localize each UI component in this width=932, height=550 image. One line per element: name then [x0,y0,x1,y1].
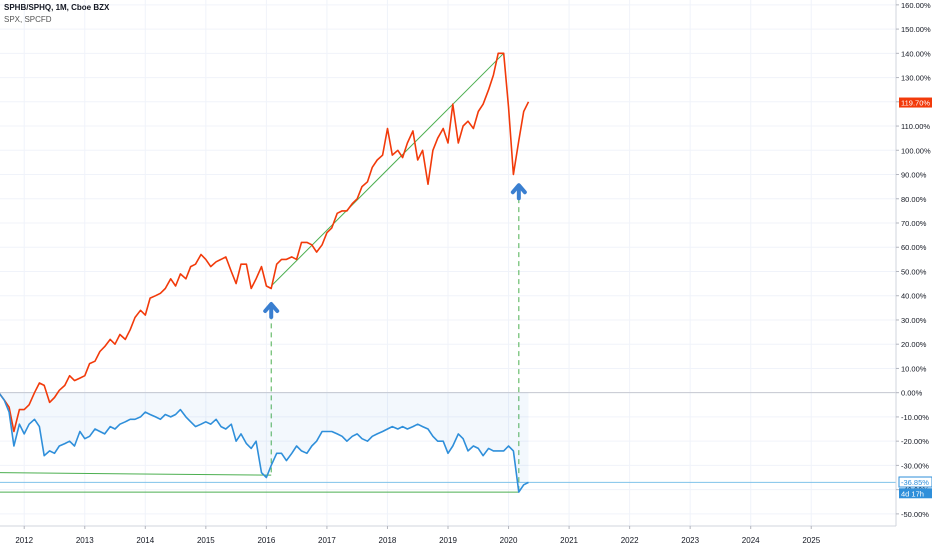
arrow-head [263,301,280,313]
y-tick-label: -20.00% [901,437,929,446]
y-tick-label: 20.00% [901,340,927,349]
chart-title: SPHB/SPHQ, 1M, Cboe BZX [4,3,110,12]
y-tick-label: -50.00% [901,510,929,519]
x-tick-label: 2018 [379,536,397,545]
value-label: 4d 17h [901,489,924,498]
series-line-1 [0,52,530,433]
chart-subtitle: SPX, SPCFD [4,15,52,24]
x-tick-label: 2013 [76,536,94,545]
y-tick-label: 10.00% [901,364,927,373]
annotations [0,52,527,493]
x-tick-label: 2025 [802,536,820,545]
trend-line-2 [0,472,272,476]
y-tick-label: 150.00% [901,25,931,34]
value-label: 119.70% [901,99,930,108]
y-tick-label: 160.00% [901,1,931,10]
arrow-head [510,183,527,195]
x-tick-label: 2023 [681,536,699,545]
y-tick-label: 60.00% [901,243,927,252]
x-tick-label: 2015 [197,536,215,545]
y-tick-label: 80.00% [901,195,927,204]
area-fill [0,392,529,493]
y-tick-label: 140.00% [901,49,931,58]
value-label-bg [899,97,932,108]
y-tick-label: 50.00% [901,267,927,276]
y-tick-label: 110.00% [901,122,930,131]
y-tick-label: 100.00% [901,146,931,155]
x-tick-label: 2017 [318,536,336,545]
y-tick-label: 130.00% [901,74,931,83]
x-tick-label: 2024 [742,536,760,545]
trend-line-1 [270,52,505,287]
x-tick-label: 2020 [500,536,518,545]
x-tick-label: 2016 [257,536,275,545]
y-tick-label: -30.00% [901,461,929,470]
reference-lines [0,392,896,483]
x-tick-label: 2014 [136,536,154,545]
value-label-bg [898,476,932,488]
value-label-bg [899,488,932,499]
value-label: -36.85% [901,478,929,487]
y-tick-label: 0.00% [901,389,923,398]
x-tick-label: 2022 [621,536,639,545]
series-layer [0,52,530,493]
y-tick-label: -10.00% [901,413,929,422]
y-tick-label: 70.00% [901,219,927,228]
up-arrow-icon [263,301,280,319]
y-tick-label: 30.00% [901,316,927,325]
x-tick-label: 2019 [439,536,457,545]
x-tick-label: 2021 [560,536,578,545]
y-tick-label: 40.00% [901,292,927,301]
up-arrow-icon [510,183,527,201]
x-tick-label: 2012 [15,536,33,545]
series-line-2 [0,392,529,493]
y-tick-label: 90.00% [901,171,927,180]
